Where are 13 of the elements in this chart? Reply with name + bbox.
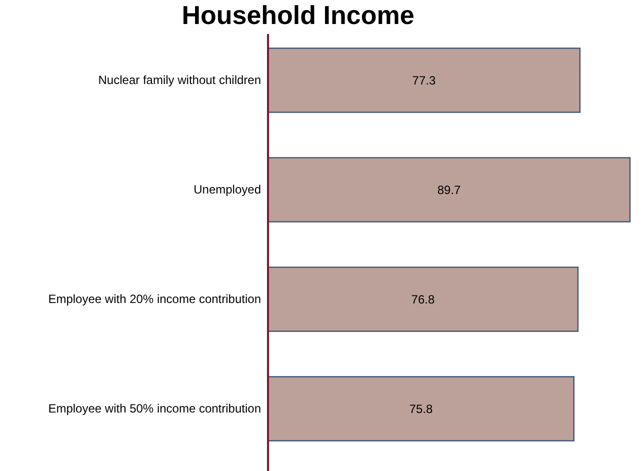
bar <box>267 48 581 113</box>
y-tick-label: Employee with 20% income contribution <box>48 292 261 306</box>
data-label: 76.8 <box>411 292 435 306</box>
y-tick-label: Unemployed <box>194 182 261 197</box>
data-label: 75.8 <box>409 402 433 416</box>
chart-title: Household Income <box>182 0 414 30</box>
bar <box>267 266 579 332</box>
data-label: 77.3 <box>412 73 436 88</box>
bar <box>267 157 631 222</box>
data-label: 89.7 <box>437 182 461 197</box>
bar <box>267 376 575 442</box>
y-tick-label: Employee with 50% income contribution <box>48 402 261 416</box>
y-tick-label: Nuclear family without children <box>98 73 261 88</box>
